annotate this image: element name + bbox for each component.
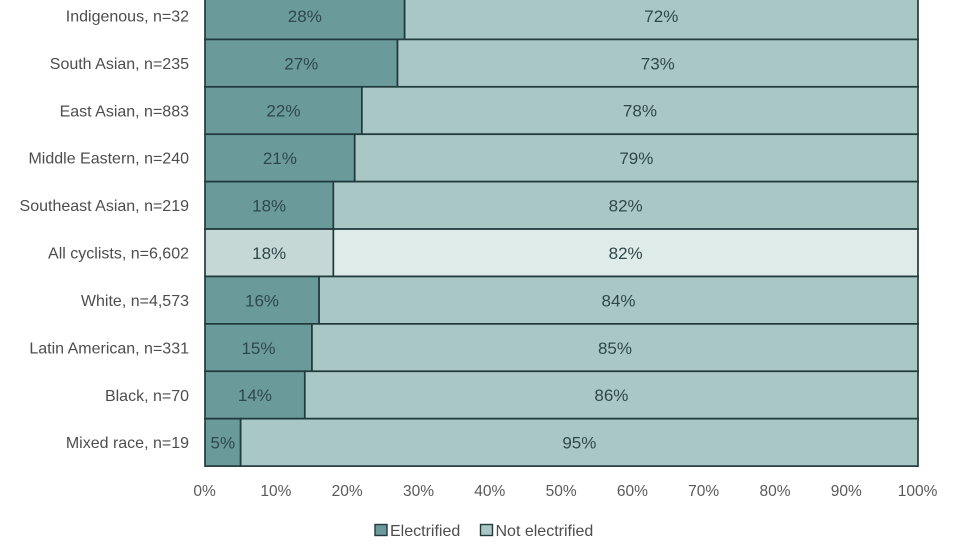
svg-text:Southeast Asian, n=219: Southeast Asian, n=219 — [20, 198, 190, 215]
svg-text:East Asian, n=883: East Asian, n=883 — [60, 103, 190, 120]
svg-text:100%: 100% — [898, 483, 938, 500]
svg-text:28%: 28% — [288, 7, 322, 26]
svg-text:Middle Eastern, n=240: Middle Eastern, n=240 — [28, 151, 189, 168]
svg-text:Not electrified: Not electrified — [496, 523, 594, 540]
svg-text:18%: 18% — [252, 244, 286, 263]
svg-text:40%: 40% — [474, 483, 505, 500]
svg-text:5%: 5% — [211, 434, 236, 453]
svg-text:30%: 30% — [403, 483, 434, 500]
svg-text:78%: 78% — [623, 102, 657, 121]
svg-text:18%: 18% — [252, 197, 286, 216]
svg-text:All cyclists, n=6,602: All cyclists, n=6,602 — [48, 246, 189, 263]
svg-text:Electrified: Electrified — [390, 523, 460, 540]
svg-text:72%: 72% — [644, 7, 678, 26]
svg-text:White, n=4,573: White, n=4,573 — [81, 293, 189, 310]
svg-text:22%: 22% — [266, 102, 300, 121]
svg-text:16%: 16% — [245, 291, 279, 310]
svg-text:82%: 82% — [609, 244, 643, 263]
svg-text:95%: 95% — [562, 434, 596, 453]
svg-text:14%: 14% — [238, 386, 272, 405]
svg-text:27%: 27% — [284, 54, 318, 73]
svg-text:0%: 0% — [193, 483, 216, 500]
svg-text:Indigenous, n=32: Indigenous, n=32 — [66, 9, 189, 26]
svg-text:South Asian, n=235: South Asian, n=235 — [50, 56, 189, 73]
svg-text:Black, n=70: Black, n=70 — [105, 388, 189, 405]
svg-text:60%: 60% — [617, 483, 648, 500]
svg-text:73%: 73% — [641, 54, 675, 73]
svg-text:84%: 84% — [602, 291, 636, 310]
svg-text:Latin American, n=331: Latin American, n=331 — [29, 340, 189, 357]
svg-text:85%: 85% — [598, 339, 632, 358]
svg-text:50%: 50% — [546, 483, 577, 500]
svg-text:82%: 82% — [609, 197, 643, 216]
svg-text:79%: 79% — [619, 149, 653, 168]
svg-text:10%: 10% — [260, 483, 291, 500]
svg-text:21%: 21% — [263, 149, 297, 168]
svg-text:70%: 70% — [688, 483, 719, 500]
svg-text:20%: 20% — [332, 483, 363, 500]
svg-text:80%: 80% — [759, 483, 790, 500]
svg-text:Mixed race, n=19: Mixed race, n=19 — [66, 435, 189, 452]
svg-text:86%: 86% — [594, 386, 628, 405]
svg-text:15%: 15% — [241, 339, 275, 358]
svg-text:90%: 90% — [831, 483, 862, 500]
